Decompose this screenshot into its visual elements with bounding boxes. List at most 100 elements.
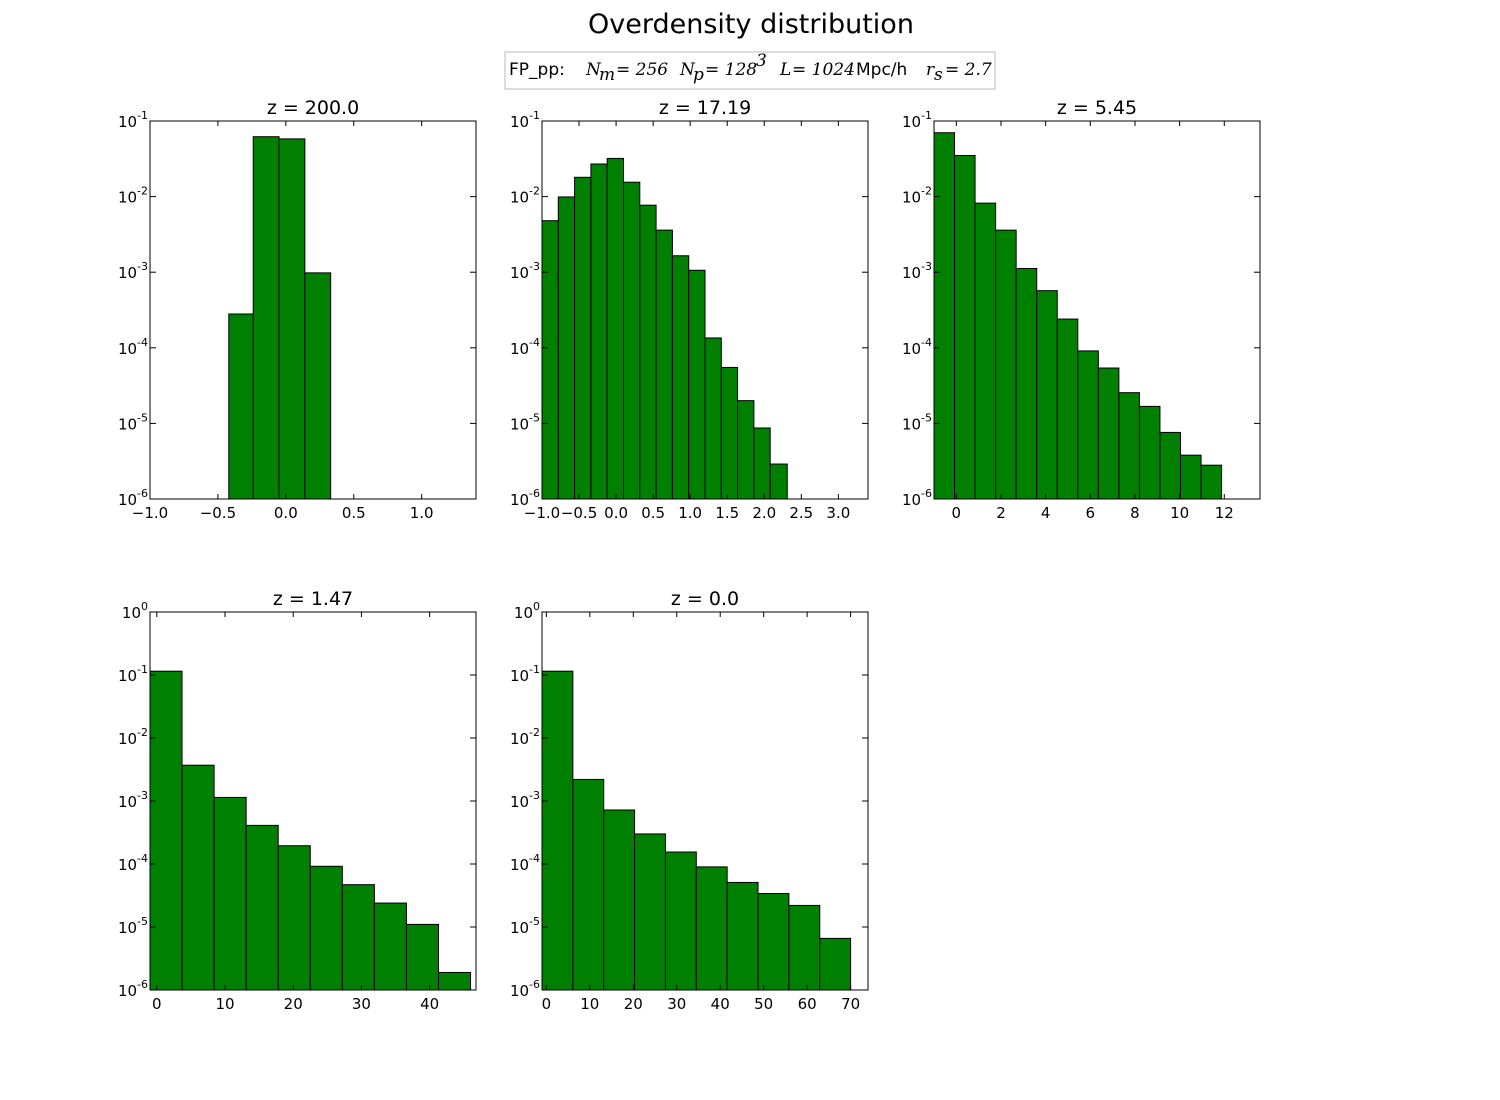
y-tick-label: 10-5 xyxy=(118,915,148,937)
x-tick-label: 0 xyxy=(152,995,162,1013)
svg-text:r: r xyxy=(926,60,935,80)
y-tick-label: 10-4 xyxy=(510,336,540,358)
x-tick-label: 0.0 xyxy=(604,504,628,522)
subplot-title: z = 17.19 xyxy=(659,97,751,119)
subplot-2: z = 17.19 −1.0 −0.5 0.0 0.5 1.0 1.5 2.0 2.5 3.0 10… xyxy=(510,97,869,522)
subplot-1: z = 200.0 −1.0 −0.5 0.0 0.5 1.0 10-6 10-5 10-4 10… xyxy=(118,97,477,522)
x-tick-label: 2.0 xyxy=(752,504,776,522)
y-tick-label: 10-2 xyxy=(510,185,540,207)
svg-text:L: L xyxy=(779,60,791,80)
svg-text:N: N xyxy=(679,60,696,80)
legend-prefix: FP_pp: xyxy=(509,60,565,80)
histogram-bar xyxy=(788,904,821,991)
y-tick-label: 10-5 xyxy=(510,411,540,433)
y-tick-label: 10-1 xyxy=(510,109,540,131)
y-tick-label: 10-6 xyxy=(510,487,540,509)
histogram-bar xyxy=(634,833,666,991)
x-tick-label: 0 xyxy=(952,504,962,522)
histogram-bar xyxy=(1159,431,1182,500)
y-tick-label: 10-3 xyxy=(118,789,148,811)
y-tick-label: 10-1 xyxy=(118,663,148,685)
y-tick-label: 10-1 xyxy=(118,109,148,131)
histogram-bar xyxy=(664,851,697,991)
svg-text:N: N xyxy=(585,60,602,80)
svg-text:= 128: = 128 xyxy=(705,60,757,80)
histogram-bar xyxy=(720,366,739,500)
histogram-bar xyxy=(954,154,976,500)
y-tick-label: 10-6 xyxy=(902,487,932,509)
histogram-bar xyxy=(405,923,439,991)
y-tick-label: 10-3 xyxy=(510,789,540,811)
legend-np: N p = 128 3 xyxy=(679,51,767,85)
histogram-bar xyxy=(572,778,605,991)
x-tick-label: 0.5 xyxy=(342,504,366,522)
histogram-bar xyxy=(309,865,343,991)
histogram-bar xyxy=(655,229,673,500)
histogram-bar xyxy=(373,902,407,991)
subplot-title: z = 200.0 xyxy=(267,97,359,119)
histogram-bar xyxy=(769,463,788,500)
x-tick-label: 8 xyxy=(1130,504,1140,522)
axes-frame xyxy=(541,120,869,500)
x-tick-label: −1.0 xyxy=(132,504,168,522)
histogram-bar xyxy=(1015,267,1038,500)
histogram-bar xyxy=(557,196,576,500)
x-tick-label: 10 xyxy=(580,995,599,1013)
svg-text:= 1024: = 1024 xyxy=(792,60,855,80)
y-tick-label: 10-4 xyxy=(510,852,540,874)
y-tick-label: 100 xyxy=(514,600,540,622)
x-tick-label: 30 xyxy=(667,995,686,1013)
x-tick-label: 6 xyxy=(1086,504,1096,522)
y-tick-label: 10-6 xyxy=(510,978,540,1000)
histogram-bar xyxy=(639,204,657,500)
histogram-bar xyxy=(1118,392,1140,500)
svg-text:= 2.7: = 2.7 xyxy=(945,60,992,80)
y-tick-label: 10-2 xyxy=(118,726,148,748)
y-tick-label: 10-2 xyxy=(510,726,540,748)
x-tick-label: 0.0 xyxy=(274,504,298,522)
x-tick-label: 2 xyxy=(996,504,1006,522)
histogram-bar xyxy=(974,202,997,500)
x-tick-label: 50 xyxy=(754,995,773,1013)
histogram-bar xyxy=(1138,405,1161,500)
histogram-bar xyxy=(995,229,1017,500)
x-tick-label: 40 xyxy=(711,995,730,1013)
histogram-bar xyxy=(1180,454,1202,500)
x-tick-label: 0 xyxy=(542,995,552,1013)
x-tick-label: 3.0 xyxy=(826,504,850,522)
y-tick-label: 10-4 xyxy=(118,852,148,874)
histogram-bar xyxy=(695,866,728,991)
svg-text:p: p xyxy=(693,65,704,85)
histogram-bar xyxy=(726,881,759,991)
x-tick-label: 10 xyxy=(1170,504,1189,522)
y-tick-label: 10-3 xyxy=(510,260,540,282)
figure-legend: FP_pp: N m = 256 N p = 128 3 L = 1024 Mp… xyxy=(504,51,996,90)
histogram-bar xyxy=(1200,464,1223,500)
x-tick-label: 20 xyxy=(284,995,303,1013)
legend-unit: Mpc/h xyxy=(856,60,907,80)
svg-text:m: m xyxy=(599,65,615,85)
subplot-4: z = 1.47 0 10 20 30 40 10-6 10-5 10-4 10-3 10-2 10-… xyxy=(118,588,477,1013)
histogram-bar xyxy=(304,272,332,500)
x-tick-label: 1.5 xyxy=(715,504,739,522)
histogram-bar xyxy=(278,138,306,500)
figure-title: Overdensity distribution xyxy=(588,9,914,40)
y-tick-label: 10-4 xyxy=(118,336,148,358)
histogram-bar xyxy=(688,269,706,500)
y-tick-label: 10-6 xyxy=(118,487,148,509)
y-tick-label: 100 xyxy=(122,600,148,622)
histogram-bar xyxy=(437,971,472,991)
histogram-bar xyxy=(933,132,956,500)
y-tick-label: 10-1 xyxy=(902,109,932,131)
legend-box xyxy=(504,51,996,90)
histogram-bar xyxy=(603,809,636,991)
x-tick-label: 40 xyxy=(420,995,439,1013)
y-tick-label: 10-5 xyxy=(902,411,932,433)
y-tick-label: 10-4 xyxy=(902,336,932,358)
histogram-bar xyxy=(757,893,790,991)
histogram-bar xyxy=(341,884,375,991)
x-tick-label: −1.0 xyxy=(524,504,560,522)
histogram-bar xyxy=(1036,290,1058,500)
histogram-bar xyxy=(704,337,722,500)
